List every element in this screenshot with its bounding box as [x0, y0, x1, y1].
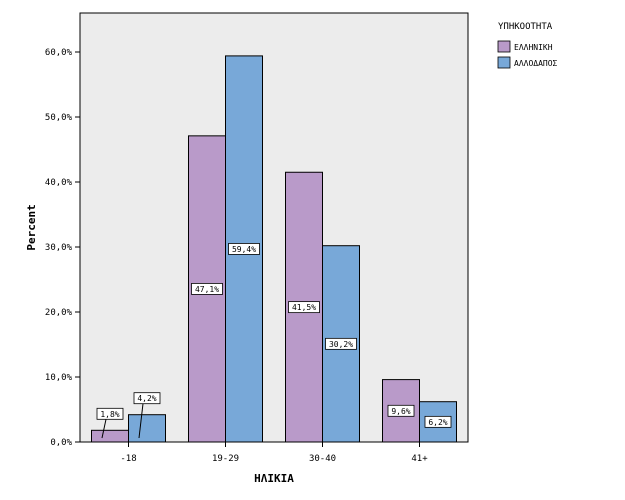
x-axis: -18 19-29 30-40 41+: [120, 442, 428, 464]
data-label: 30,2%: [329, 340, 353, 349]
legend: ΥΠΗΚΟΟΤΗΤΑ ΕΛΛΗΝΙΚΗ ΑΛΛΟΔΑΠΟΣ: [497, 22, 558, 69]
data-label-leader: [101, 419, 107, 439]
data-label-box: [387, 404, 415, 417]
x-tick-label: 30-40: [309, 454, 336, 464]
x-axis-title: ΗΛΙΚΙΑ: [254, 472, 294, 485]
data-label: 9,6%: [391, 407, 410, 416]
data-label-box: [191, 283, 223, 295]
data-label: 4,2%: [137, 394, 156, 403]
data-label-box: [228, 243, 260, 255]
y-tick-label: 50,0%: [45, 113, 73, 123]
y-axis: 0,0% 10,0% 20,0% 30,0% 40,0% 50,0% 60,0%: [45, 48, 80, 448]
data-label: 59,4%: [232, 245, 256, 254]
data-label: 41,5%: [292, 303, 316, 312]
y-tick-label: 20,0%: [45, 308, 73, 318]
data-label-box: [96, 407, 124, 420]
data-label: 1,8%: [100, 410, 119, 419]
x-tick-label: 41+: [411, 454, 428, 464]
legend-swatch-ellhniki: [497, 40, 511, 53]
x-tick-label: 19-29: [212, 454, 239, 464]
data-label: 6,2%: [428, 418, 447, 427]
x-tick-label: -18: [120, 454, 136, 464]
legend-label-allodapos: ΑΛΛΟΔΑΠΟΣ: [514, 59, 558, 68]
data-label-box: [288, 301, 320, 314]
y-tick-label: 40,0%: [45, 178, 73, 188]
data-label-box: [133, 392, 161, 405]
y-tick-label: 30,0%: [45, 243, 73, 253]
y-tick-label: 60,0%: [45, 48, 73, 58]
data-label: 47,1%: [195, 285, 219, 294]
y-axis-title: Percent: [25, 204, 38, 250]
plot-area: [79, 12, 469, 443]
bar: [128, 414, 166, 443]
legend-swatch-allodapos: [497, 56, 511, 69]
legend-title: ΥΠΗΚΟΟΤΗΤΑ: [498, 22, 553, 32]
bar: [91, 429, 129, 443]
data-label-box: [424, 415, 452, 428]
data-label-box: [325, 337, 357, 350]
y-tick-label: 0,0%: [50, 438, 72, 448]
y-tick-label: 10,0%: [45, 373, 73, 383]
data-label-leader: [138, 403, 144, 439]
data-labels-layer: 1,8% 4,2% 47,1% 59,4% 41,5% 30,2% 9,6% 6,2%: [96, 243, 452, 439]
legend-label-ellhniki: ΕΛΛΗΝΙΚΗ: [514, 43, 553, 52]
